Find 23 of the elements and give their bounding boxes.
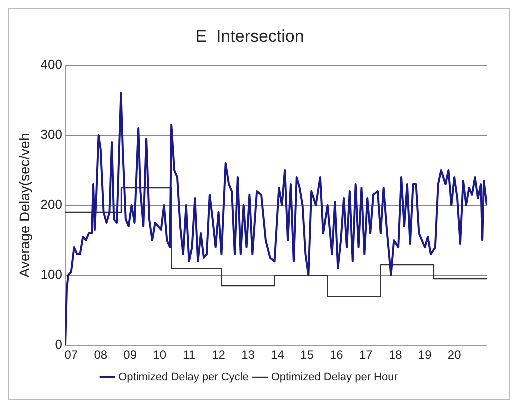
y-tick-label: 400 [40, 56, 62, 72]
x-tick-label: 08 [94, 348, 108, 362]
x-tick-label: 15 [300, 348, 314, 362]
chart-title: E Intersection [196, 26, 304, 46]
y-axis-title: Average Delay(sec/veh [16, 133, 32, 278]
x-tick-label: 19 [418, 348, 432, 362]
x-tick-label: 14 [271, 348, 285, 362]
x-tick-label: 13 [242, 348, 256, 362]
x-tick-label: 07 [64, 348, 78, 362]
y-tick-label: 200 [40, 197, 62, 212]
x-tick-label: 16 [330, 348, 344, 362]
x-tick-label: 17 [359, 348, 374, 362]
y-tick-label: 100 [40, 267, 62, 282]
x-tick-label: 20 [448, 348, 462, 362]
x-tick-label: 09 [124, 348, 138, 362]
legend-label: Optimized Delay per Hour [271, 372, 398, 384]
legend-label: Optimized Delay per Cycle [118, 372, 249, 384]
x-tick-label: 18 [388, 348, 403, 362]
y-tick-label: 0 [55, 337, 62, 352]
x-tick-label: 12 [212, 348, 226, 362]
y-tick-label: 300 [40, 127, 62, 142]
x-tick-label: 10 [153, 348, 167, 362]
x-tick-label: 11 [183, 348, 196, 362]
